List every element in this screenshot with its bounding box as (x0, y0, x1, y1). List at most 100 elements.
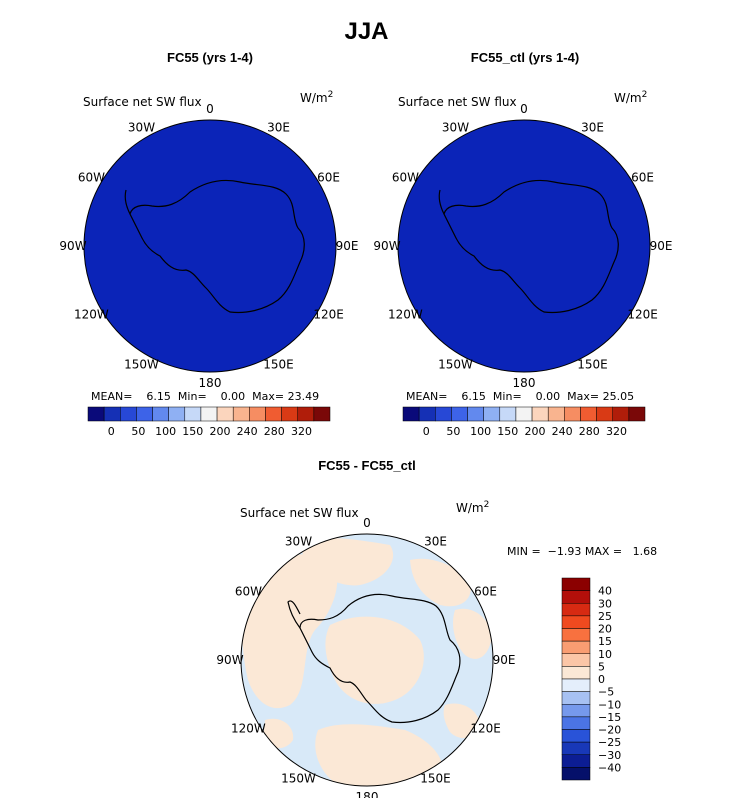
colorbar-swatch (612, 406, 630, 422)
colorbar-swatch (200, 406, 218, 422)
units-label-fc55-ctl: W/m2 (614, 90, 648, 105)
colorbar-swatch (561, 615, 591, 629)
colorbar-swatch (249, 406, 266, 422)
map-disc-fc55 (83, 119, 337, 373)
colorbar-swatch (103, 406, 121, 422)
colorbar-tick-label: −20 (598, 724, 621, 737)
lon-label: 120W (74, 308, 109, 322)
colorbar-swatch (402, 406, 420, 422)
colorbar-swatch (561, 691, 591, 705)
colorbar-swatch (561, 590, 591, 604)
colorbar-tick-label: 150 (497, 425, 518, 438)
colorbar-swatch (313, 406, 331, 422)
colorbar-swatch (515, 406, 533, 422)
colorbar-tick-label: 40 (598, 585, 612, 598)
lon-label: 90W (59, 239, 86, 253)
lon-label: 30W (128, 120, 155, 134)
colorbar-swatch (564, 406, 581, 422)
coastline-peninsula (124, 189, 131, 215)
coastline-peninsula (438, 189, 445, 215)
lon-label: 180 (356, 790, 379, 798)
map-disc-difference (240, 533, 494, 787)
colorbar-swatch (561, 754, 591, 768)
coastline-antarctica (129, 179, 305, 314)
lon-label: 30E (424, 534, 447, 548)
colorbar-swatch (561, 678, 591, 692)
colorbar-swatch (561, 640, 591, 655)
stats-fc55-ctl: MEAN= 6.15 Min= 0.00 Max= 25.05 (406, 390, 635, 403)
colorbar-swatch (531, 406, 549, 422)
colorbar-swatch (418, 406, 436, 422)
panel-title-difference: FC55 - FC55_ctl (318, 458, 416, 473)
lon-label: 30W (442, 120, 469, 134)
variable-label-fc55: Surface net SW flux (83, 95, 202, 109)
colorbar-tick-label: −5 (598, 686, 614, 699)
colorbar-swatch (561, 653, 591, 667)
colorbar-swatch (435, 406, 452, 422)
colorbar-tick-label: 50 (446, 425, 460, 438)
colorbar-tick-label: 200 (210, 425, 231, 438)
lon-label: 120W (231, 722, 266, 736)
lon-label: 180 (513, 376, 536, 390)
units-label-fc55: W/m2 (300, 90, 334, 105)
lon-label: 60E (317, 171, 340, 185)
colorbar-swatch (561, 628, 591, 642)
panel-title-fc55: FC55 (yrs 1-4) (167, 50, 253, 65)
panel-title-fc55-ctl: FC55_ctl (yrs 1-4) (470, 50, 580, 65)
colorbar-swatch (232, 406, 250, 422)
difference-field (241, 534, 493, 786)
lon-label: 150E (263, 358, 294, 372)
map-disc-fc55-ctl (397, 119, 651, 373)
colorbar-tick-label: 280 (579, 425, 600, 438)
diff-positive-region (315, 724, 443, 786)
colorbar-tick-label: −25 (598, 736, 621, 749)
colorbar-swatch (547, 406, 565, 422)
figure-title: JJA (344, 18, 389, 45)
colorbar-swatch (281, 406, 298, 422)
colorbar-tick-label: 200 (525, 425, 546, 438)
diff-positive-region (453, 608, 492, 659)
colorbar-tick-label: 100 (155, 425, 176, 438)
colorbar-swatch (561, 704, 591, 718)
lon-label: 0 (363, 516, 371, 530)
lon-label: 150W (124, 358, 159, 372)
colorbar-tick-label: −10 (598, 698, 621, 711)
variable-label-fc55-ctl: Surface net SW flux (398, 95, 517, 109)
lon-label: 90W (216, 653, 243, 667)
lon-label: 120W (388, 308, 423, 322)
colorbar-swatch (120, 406, 137, 422)
coastline-antarctica (299, 593, 461, 724)
lon-label: 90E (336, 239, 359, 253)
colorbar-swatch (297, 406, 315, 422)
colorbar-swatch (184, 406, 202, 422)
lon-label: 30W (285, 534, 312, 548)
colorbar-swatch (467, 406, 484, 422)
colorbar-tick-label: 240 (237, 425, 258, 438)
colorbar-swatch (561, 741, 591, 756)
colorbar-swatch (580, 406, 597, 422)
colorbar-swatch (561, 666, 591, 680)
lon-label: 150W (281, 772, 316, 786)
colorbar-tick-label: 30 (598, 597, 612, 610)
colorbar-tick-label: 25 (598, 610, 612, 623)
lon-label: 60E (474, 585, 497, 599)
colorbar-tick-label: 15 (598, 635, 612, 648)
colorbar-swatch (628, 406, 646, 422)
variable-label-difference: Surface net SW flux (240, 506, 359, 520)
lon-label: 180 (199, 376, 222, 390)
colorbar-swatch (87, 406, 105, 422)
lon-label: 150E (420, 772, 451, 786)
colorbar-tick-label: 240 (552, 425, 573, 438)
minmax-difference: MIN = −1.93 MAX = 1.68 (507, 545, 658, 558)
colorbar-tick-label: 0 (108, 425, 115, 438)
colorbar-tick-label: −40 (598, 761, 621, 774)
lon-label: 60W (392, 171, 419, 185)
colorbar-tick-label: 320 (291, 425, 312, 438)
lon-label: 90E (493, 653, 516, 667)
colorbar-swatch (483, 406, 501, 422)
colorbar-swatch (216, 406, 234, 422)
colorbar-swatch (136, 406, 153, 422)
diff-positive-region (300, 537, 394, 586)
colorbar-tick-label: 320 (606, 425, 627, 438)
diff-positive-region (242, 554, 338, 709)
